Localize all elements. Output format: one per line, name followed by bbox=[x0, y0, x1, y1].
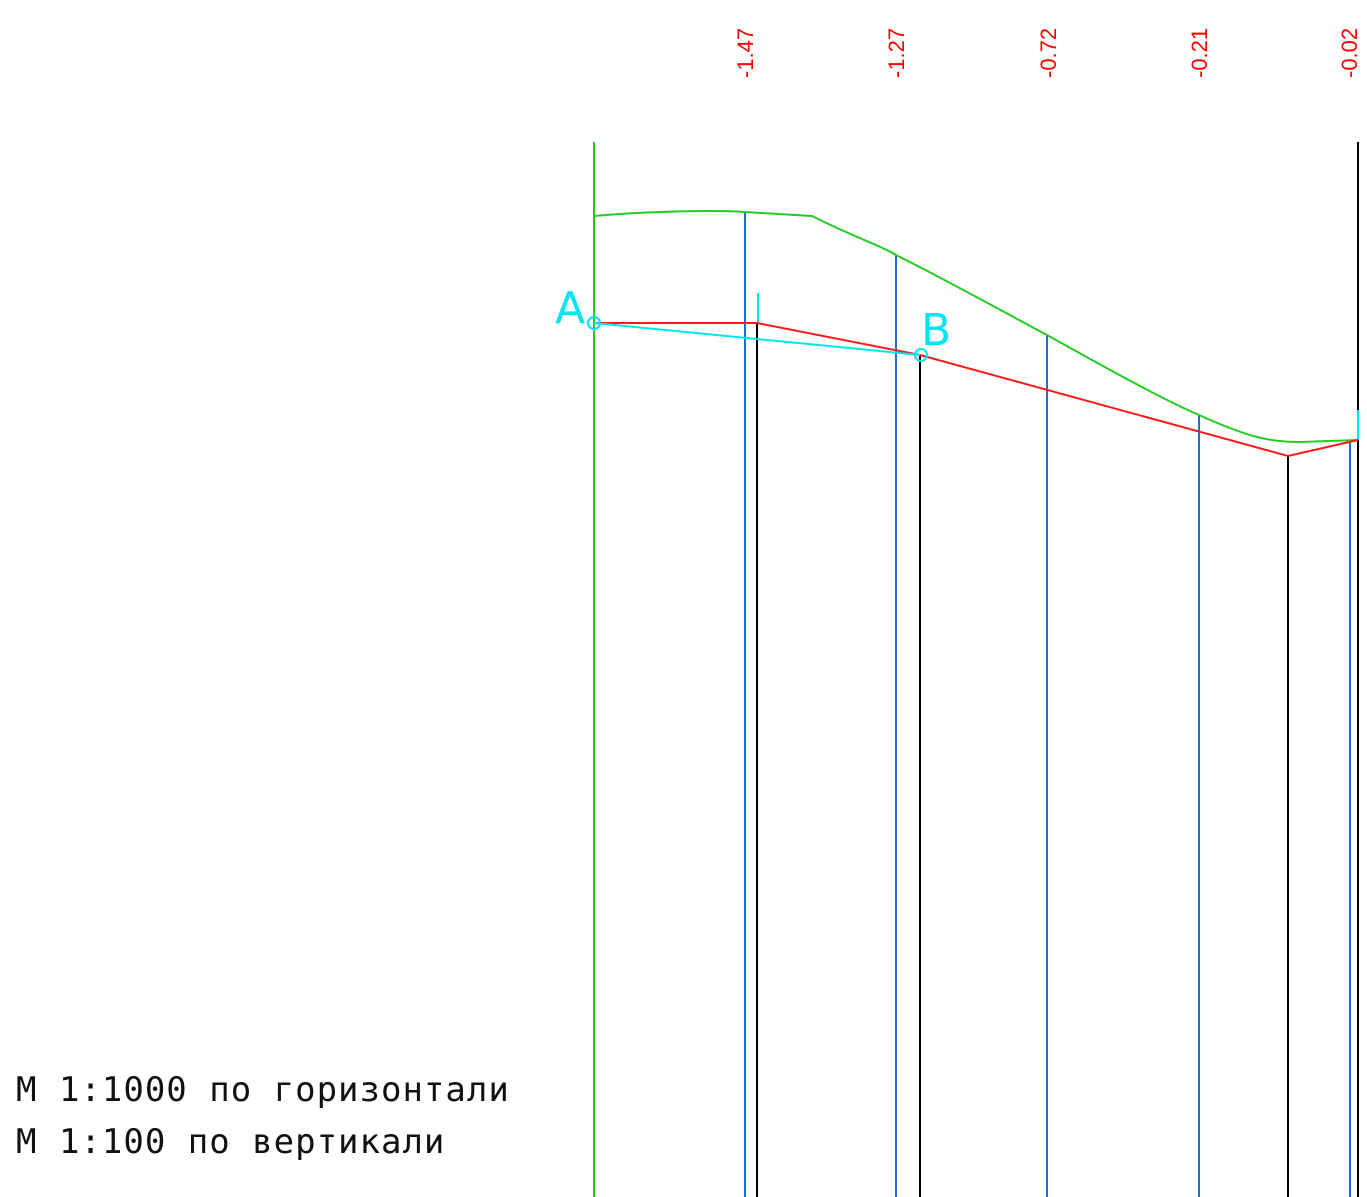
point-a-marker bbox=[587, 316, 601, 330]
point-b-marker bbox=[914, 348, 928, 362]
elevation-label-3: -0.72 bbox=[1036, 28, 1061, 78]
elevation-label-4: -0.21 bbox=[1187, 28, 1212, 78]
scale-horizontal-note: М 1:1000 по горизонтали bbox=[16, 1070, 510, 1110]
elevation-label-2: -1.27 bbox=[884, 28, 909, 78]
elevation-label-1: -1.47 bbox=[733, 28, 758, 78]
ground-line bbox=[593, 210, 1359, 444]
segment-a-b bbox=[593, 322, 921, 356]
elevation-label-5: -0.02 bbox=[1337, 28, 1362, 78]
point-a-label: A bbox=[555, 283, 585, 334]
scale-vertical-note: М 1:100 по вертикали bbox=[16, 1122, 446, 1162]
design-line bbox=[594, 322, 1359, 458]
point-b-label: B bbox=[921, 305, 951, 356]
